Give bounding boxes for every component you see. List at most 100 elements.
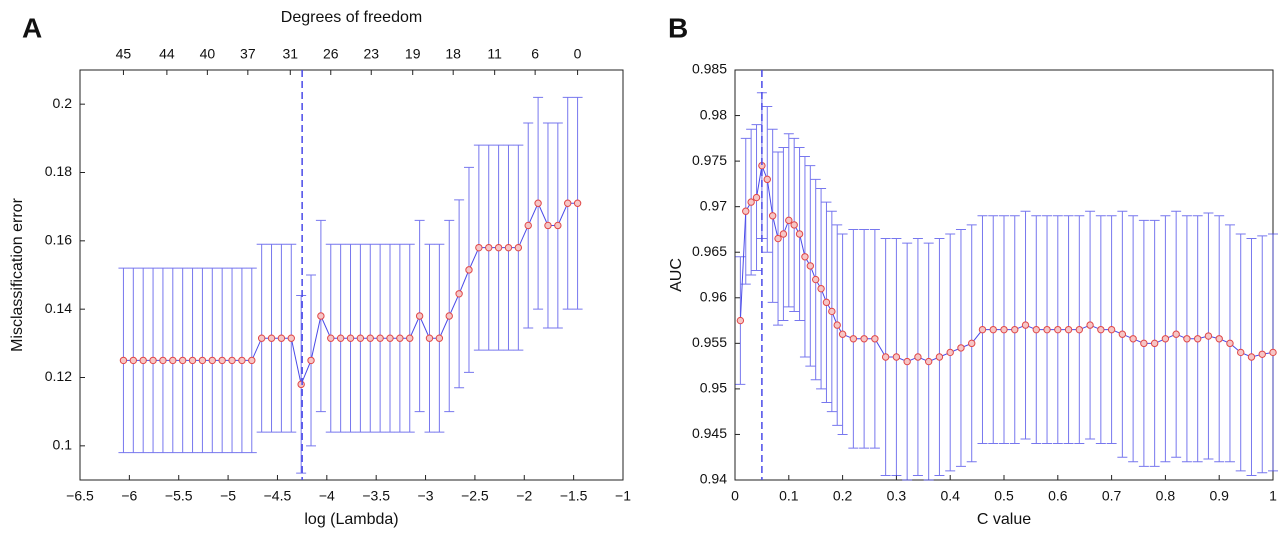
x2-tick-label: 37 <box>240 46 256 62</box>
data-point <box>790 221 798 229</box>
data-point <box>169 356 177 365</box>
data-point <box>1000 325 1008 334</box>
data-point <box>356 334 365 342</box>
data-point <box>396 334 404 342</box>
data-point <box>277 334 286 342</box>
data-point <box>336 334 345 342</box>
data-point <box>257 334 266 342</box>
data-point <box>248 356 256 365</box>
data-point <box>768 212 777 220</box>
data-point <box>871 335 879 343</box>
data-point <box>228 356 236 365</box>
data-point <box>1043 325 1051 334</box>
data-point <box>774 234 782 243</box>
data-point <box>494 243 503 252</box>
data-point <box>425 334 434 342</box>
x-tick-label: 0.5 <box>994 488 1014 504</box>
data-point <box>946 348 954 357</box>
data-point <box>208 356 216 365</box>
data-point <box>1204 332 1213 340</box>
x-tick-label: −6 <box>121 488 137 504</box>
data-point <box>989 325 997 334</box>
x2-tick-label: 18 <box>445 46 461 62</box>
data-point <box>346 334 355 342</box>
y-tick-label: 0.975 <box>692 152 727 168</box>
data-point <box>1193 335 1202 343</box>
data-point <box>149 356 157 365</box>
x-tick-label: −1 <box>615 488 631 504</box>
data-point <box>1011 325 1019 334</box>
data-point <box>366 334 374 342</box>
data-point <box>1226 339 1234 348</box>
data-point <box>238 356 246 365</box>
data-point <box>159 356 167 365</box>
y-tick-label: 0.985 <box>692 61 727 77</box>
data-point <box>514 243 523 252</box>
data-point <box>327 334 335 342</box>
data-point <box>1118 330 1127 338</box>
y-tick-label: 0.98 <box>700 106 727 122</box>
data-point <box>1183 335 1191 343</box>
x2-tick-label: 40 <box>200 46 216 62</box>
data-point <box>747 198 755 206</box>
data-point <box>198 356 207 365</box>
data-point <box>287 334 295 342</box>
data-point <box>978 325 987 334</box>
y-tick-label: 0.16 <box>45 232 72 248</box>
data-point <box>1247 353 1256 361</box>
data-point <box>129 356 138 365</box>
y-tick-label: 0.97 <box>700 197 727 213</box>
data-point <box>1097 325 1105 334</box>
x-axis-title: C value <box>977 511 1031 528</box>
data-point <box>139 356 147 365</box>
data-point <box>812 275 820 284</box>
data-point <box>806 262 815 270</box>
data-point <box>779 230 788 238</box>
x-tick-label: −6.5 <box>66 488 94 504</box>
x-tick-label: −4.5 <box>264 488 292 504</box>
data-point <box>188 356 197 365</box>
x2-tick-label: 19 <box>405 46 421 62</box>
data-point <box>763 175 771 184</box>
data-point <box>924 357 933 366</box>
x-tick-label: −4 <box>319 488 335 504</box>
data-point <box>1129 335 1137 343</box>
data-point <box>881 353 890 361</box>
data-point <box>1215 335 1223 343</box>
y-tick-label: 0.945 <box>692 425 727 441</box>
data-point <box>1054 325 1062 334</box>
data-point <box>465 266 473 274</box>
plot-frame <box>79 69 624 481</box>
data-point <box>1258 350 1266 358</box>
data-point <box>860 335 868 343</box>
data-point <box>544 221 552 230</box>
data-point <box>435 334 444 342</box>
data-point <box>742 207 750 215</box>
data-point <box>1032 325 1040 334</box>
y-axis-title: Misclassification error <box>9 197 26 351</box>
x2-tick-label: 26 <box>323 46 339 62</box>
x-tick-label: 0.9 <box>1209 488 1229 504</box>
y-axis-title: AUC <box>668 258 685 292</box>
data-point <box>849 335 858 343</box>
data-point <box>957 344 965 352</box>
x-tick-label: 0.4 <box>940 488 960 504</box>
data-point <box>968 339 976 348</box>
y-tick-label: 0.965 <box>692 243 727 259</box>
data-point <box>119 356 128 365</box>
data-point <box>475 243 483 252</box>
data-point <box>1237 348 1245 357</box>
x-axis-title: log (Lambda) <box>304 511 398 528</box>
data-point <box>524 221 532 230</box>
data-point <box>752 193 761 202</box>
data-point <box>1107 325 1116 334</box>
data-point <box>178 356 187 365</box>
x2-tick-label: 31 <box>283 46 299 62</box>
x-tick-label: −3.5 <box>362 488 390 504</box>
x-tick-label: −5 <box>220 488 236 504</box>
data-point <box>415 312 424 320</box>
data-point <box>1269 348 1277 357</box>
data-point <box>573 199 582 207</box>
data-point <box>1172 330 1180 338</box>
